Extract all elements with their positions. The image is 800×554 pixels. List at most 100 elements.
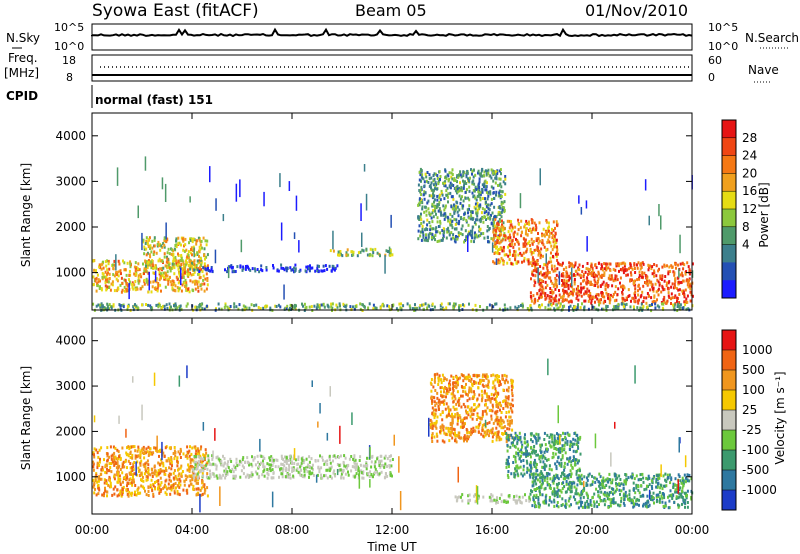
data-cell (350, 250, 353, 254)
data-cell (433, 305, 436, 309)
data-cell (206, 486, 209, 490)
data-cell (634, 296, 637, 300)
data-cell (438, 196, 441, 200)
data-cell (469, 415, 472, 419)
data-cell (444, 184, 447, 188)
data-streak (558, 271, 561, 285)
data-cell (578, 293, 581, 297)
data-cell (100, 477, 103, 481)
data-cell (577, 286, 579, 290)
data-cell (113, 289, 116, 293)
data-cell (132, 462, 135, 466)
data-cell (163, 252, 166, 256)
data-cell (575, 297, 578, 301)
data-cell (481, 197, 484, 200)
data-cell (483, 170, 486, 174)
data-cell (448, 427, 450, 431)
data-cell (119, 458, 122, 461)
data-cell (653, 294, 656, 298)
data-cell (153, 446, 155, 450)
data-cell (150, 306, 152, 309)
data-cell (443, 212, 446, 216)
data-cell (399, 306, 402, 310)
data-cell (106, 494, 108, 498)
data-cell (653, 263, 656, 266)
data-cell (357, 251, 360, 255)
data-cell (495, 400, 498, 403)
data-cell (619, 281, 621, 285)
data-cell (663, 279, 666, 283)
data-cell (233, 302, 236, 306)
data-cell (490, 414, 493, 418)
data-cell (678, 292, 681, 296)
data-cell (525, 249, 528, 253)
data-cell (686, 294, 689, 298)
data-cell (481, 216, 484, 220)
data-cell (601, 268, 604, 272)
data-cell (169, 269, 172, 273)
data-cell (556, 284, 558, 288)
data-cell (138, 468, 141, 472)
data-cell (534, 281, 537, 285)
data-cell (646, 292, 649, 295)
data-cell (140, 478, 142, 482)
data-cell (511, 383, 514, 386)
data-cell (173, 266, 176, 270)
data-cell (129, 481, 132, 485)
data-cell (128, 280, 131, 284)
data-cell (152, 471, 155, 475)
data-cell (472, 374, 475, 377)
data-cell (479, 381, 482, 385)
data-cell (455, 218, 458, 222)
data-cell (505, 374, 508, 378)
data-cell (263, 474, 266, 478)
data-cell (520, 219, 523, 223)
data-cell (464, 229, 467, 233)
data-cell (186, 270, 189, 274)
data-cell (507, 386, 510, 390)
data-cell (497, 211, 500, 215)
data-cell (202, 453, 205, 457)
data-cell (198, 272, 201, 276)
data-cell (577, 303, 579, 307)
data-cell (579, 275, 582, 279)
data-cell (166, 307, 169, 310)
data-cell (485, 392, 488, 396)
data-cell (483, 391, 486, 395)
data-cell (538, 239, 541, 243)
data-cell (332, 471, 335, 475)
data-cell (175, 259, 178, 263)
data-cell (500, 185, 503, 189)
data-cell (199, 265, 202, 269)
data-cell (215, 464, 218, 468)
data-cell (429, 224, 432, 228)
data-streak (580, 207, 583, 215)
data-cell (144, 269, 147, 273)
data-cell (444, 182, 446, 186)
data-cell (478, 416, 481, 420)
data-cell (158, 472, 160, 476)
data-cell (361, 476, 364, 480)
data-cell (174, 284, 177, 288)
data-cell (431, 401, 433, 405)
data-cell (446, 392, 449, 396)
data-cell (175, 476, 178, 480)
data-cell (551, 281, 554, 285)
data-cell (500, 404, 503, 408)
data-cell (626, 298, 628, 302)
data-cell (195, 263, 198, 267)
data-cell (454, 209, 457, 213)
data-cell (537, 232, 539, 235)
data-cell (514, 250, 517, 254)
data-cell (339, 250, 342, 253)
data-cell (338, 302, 341, 306)
data-cell (614, 277, 617, 281)
data-cell (497, 380, 500, 384)
data-cell (522, 251, 525, 255)
data-cell (631, 296, 634, 300)
data-cell (145, 493, 148, 497)
data-cell (549, 276, 552, 280)
data-cell (443, 440, 446, 444)
data-cell (546, 269, 549, 273)
data-cell (479, 198, 482, 202)
